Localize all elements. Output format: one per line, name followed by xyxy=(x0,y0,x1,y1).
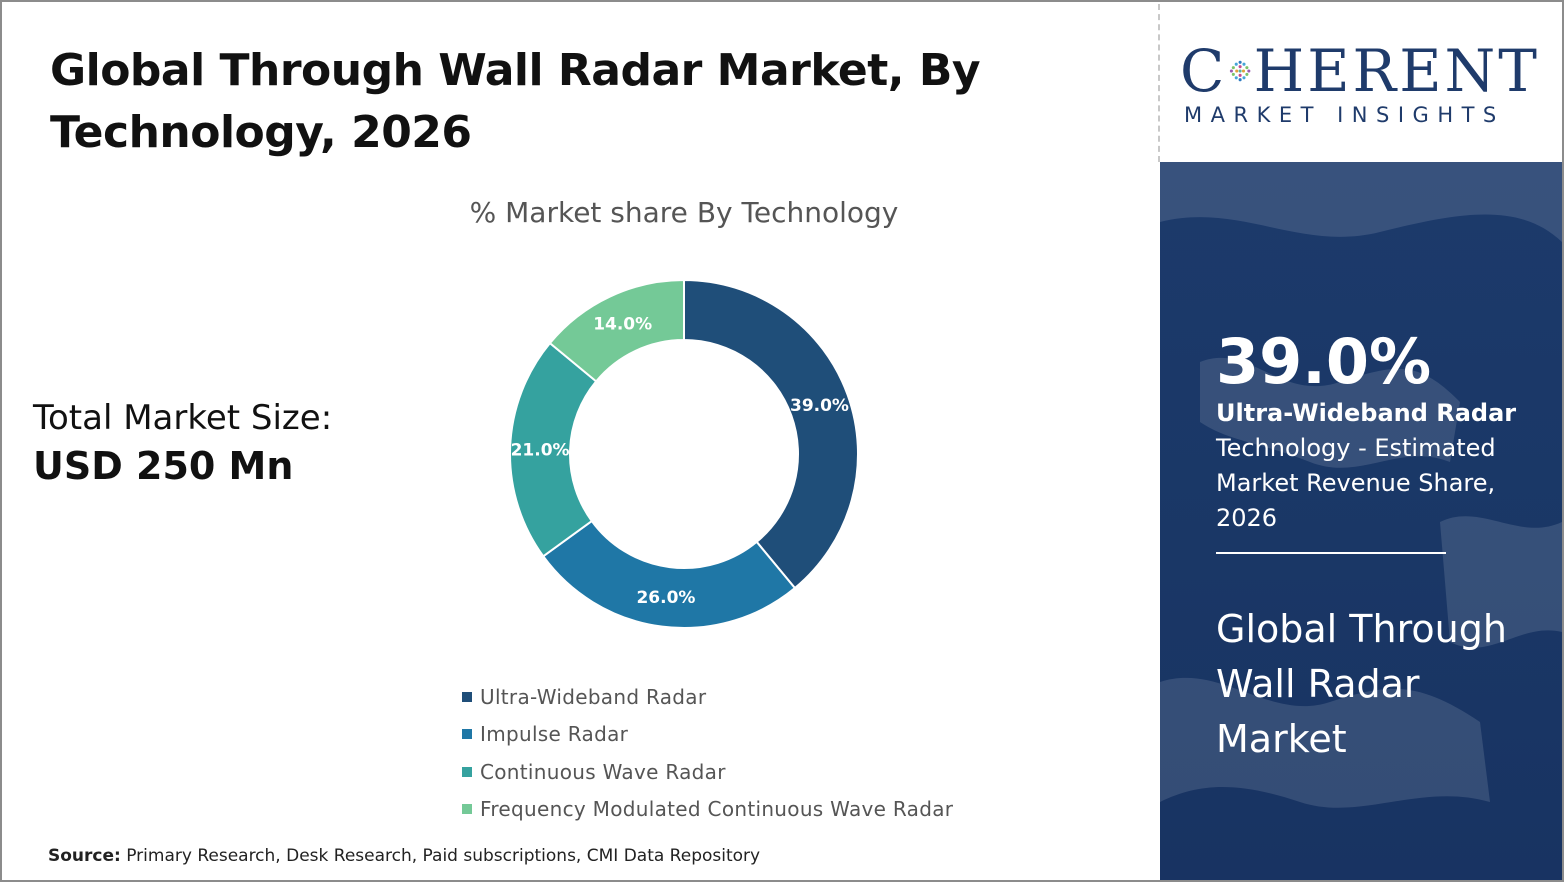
highlight-stat-segment: Ultra-Wideband Radar xyxy=(1216,399,1517,427)
highlight-panel-title: Global Through Wall Radar Market xyxy=(1216,607,1507,761)
logo-dots-icon xyxy=(1230,60,1251,82)
legend-item: Continuous Wave Radar xyxy=(462,753,953,791)
donut-slice xyxy=(541,519,797,629)
legend-label: Frequency Modulated Continuous Wave Rada… xyxy=(480,797,954,822)
highlight-panel: 39.0% Ultra-Wideband Radar Technology - … xyxy=(1160,162,1562,880)
market-size-block: Total Market Size: USD 250 Mn xyxy=(33,396,332,492)
company-logo: C HERENT MARKET INSIGHTS xyxy=(1180,40,1540,128)
page-title: Global Through Wall Radar Market, By Tec… xyxy=(50,40,1050,164)
legend-label: Impulse Radar xyxy=(480,722,629,747)
donut-slice-label: 14.0% xyxy=(593,315,652,335)
legend-swatch xyxy=(462,691,472,702)
page-title-line-1: Global Through Wall Radar Market, By xyxy=(50,45,981,96)
donut-slice-label: 21.0% xyxy=(511,440,570,460)
source-label: Source: xyxy=(48,846,121,866)
logo-divider xyxy=(1158,4,1160,162)
donut-slice-label: 39.0% xyxy=(790,396,849,416)
legend-label: Continuous Wave Radar xyxy=(480,759,726,784)
market-size-value: USD 250 Mn xyxy=(33,444,294,488)
legend-swatch xyxy=(462,804,472,815)
legend-swatch xyxy=(462,729,472,740)
market-size-label: Total Market Size: xyxy=(33,398,333,438)
donut-slice-label: 26.0% xyxy=(636,588,695,608)
donut-slice xyxy=(683,278,859,590)
page-title-line-2: Technology, 2026 xyxy=(50,107,472,158)
legend-item: Impulse Radar xyxy=(462,716,953,754)
donut-chart: 39.0% 26.0% 21.0% 14.0% xyxy=(509,278,859,629)
logo-letter-c: C xyxy=(1180,37,1228,105)
logo-wordmark: C HERENT xyxy=(1180,40,1540,102)
logo-letters-herent: HERENT xyxy=(1253,37,1540,105)
logo-tagline: MARKET INSIGHTS xyxy=(1184,103,1505,127)
map-texture-decoration xyxy=(1160,162,1562,808)
source-text: Primary Research, Desk Research, Paid su… xyxy=(126,846,761,866)
highlight-divider xyxy=(1216,552,1446,554)
highlight-stat-description: Technology - Estimated Market Revenue Sh… xyxy=(1216,434,1496,532)
legend-item: Ultra-Wideband Radar xyxy=(462,678,953,716)
chart-legend: Ultra-Wideband Radar Impulse Radar Conti… xyxy=(462,678,953,828)
source-note: Source: Primary Research, Desk Research,… xyxy=(48,846,760,866)
legend-label: Ultra-Wideband Radar xyxy=(480,684,707,709)
donut-slice xyxy=(548,278,685,383)
highlight-stat-value: 39.0% xyxy=(1216,325,1432,398)
legend-item: Frequency Modulated Continuous Wave Rada… xyxy=(462,791,953,829)
chart-subtitle: % Market share By Technology xyxy=(469,196,899,229)
legend-swatch xyxy=(462,766,472,777)
